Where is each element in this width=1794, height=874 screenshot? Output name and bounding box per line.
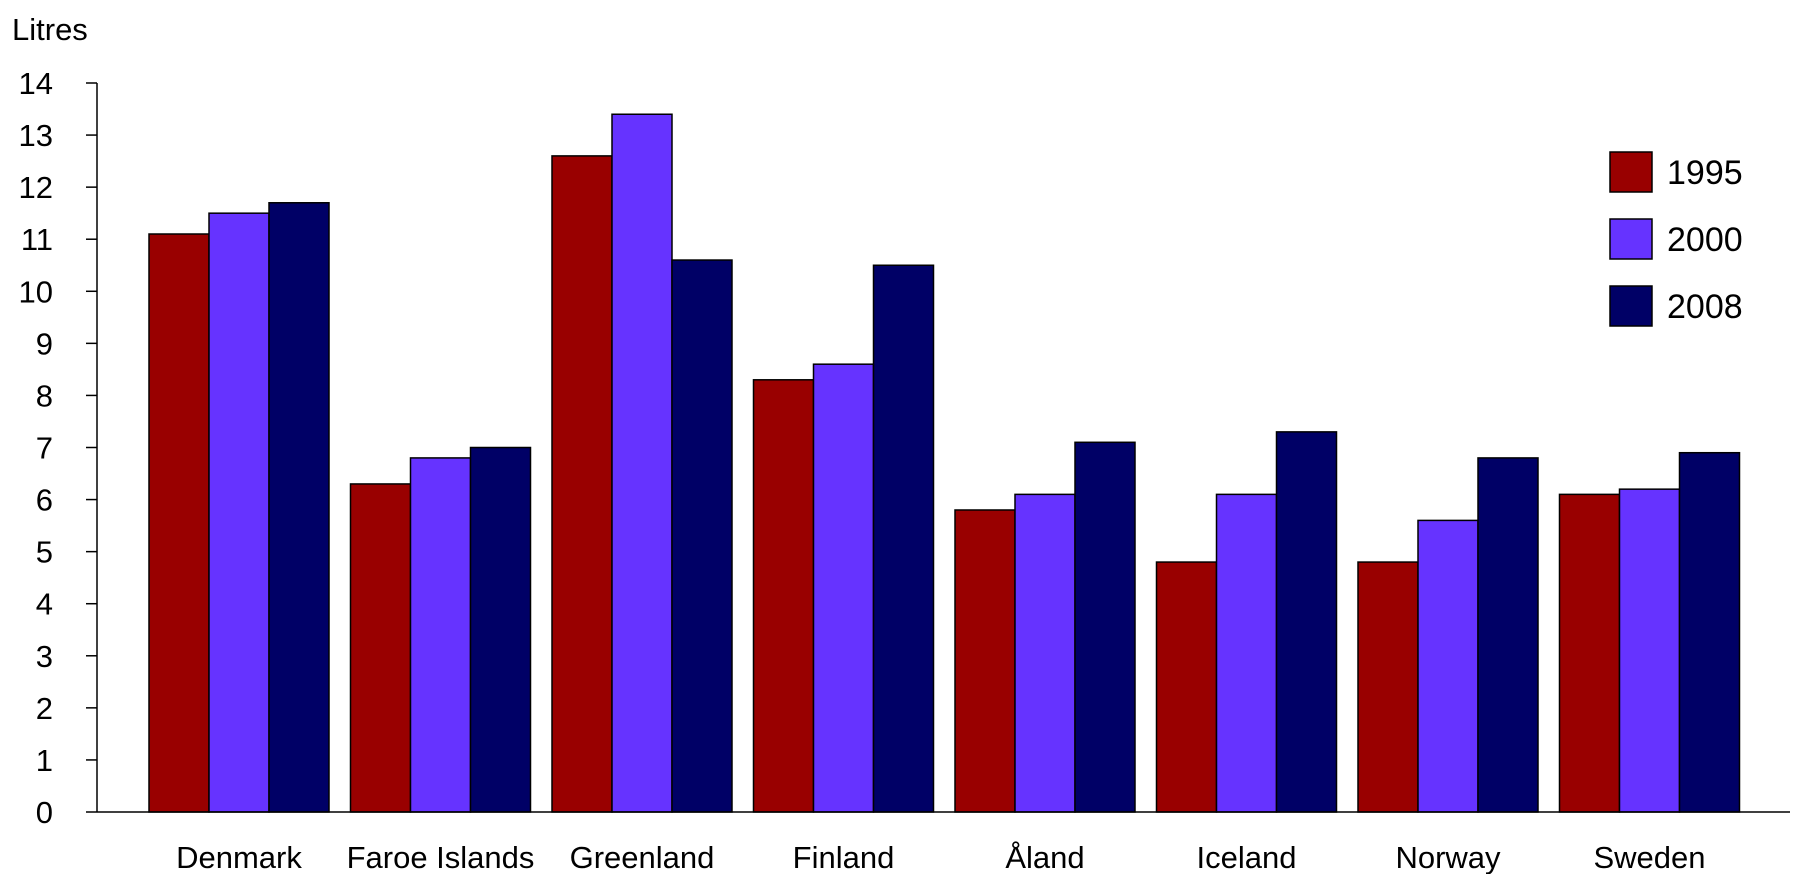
x-tick-label: Greenland: [570, 840, 715, 874]
y-axis-title: Litres: [12, 12, 88, 47]
x-tick-label: Åland: [1005, 840, 1084, 874]
y-tick-label: 10: [19, 274, 53, 309]
legend-label: 1995: [1667, 154, 1743, 192]
legend-label: 2000: [1667, 221, 1743, 259]
bar-2000-åland: [1014, 493, 1076, 813]
bar-2000-iceland: [1215, 493, 1278, 813]
bar-2000-norway: [1417, 519, 1479, 813]
bar-2008-åland: [1074, 441, 1136, 813]
bar-1995-iceland: [1155, 561, 1218, 813]
legend-label: 2008: [1667, 288, 1743, 326]
bar-2008-iceland: [1275, 431, 1338, 813]
x-tick-label: Sweden: [1593, 840, 1705, 874]
bar-1995-faroe-islands: [349, 483, 412, 813]
legend: 1995 2000 2008: [1609, 151, 1743, 327]
y-tick-label: 6: [36, 483, 53, 518]
bar-2000-denmark: [208, 212, 270, 813]
x-tick-label: Faroe Islands: [347, 840, 535, 874]
y-tick-label: 12: [19, 170, 53, 205]
bars: [148, 113, 1741, 813]
x-tick-label: Norway: [1395, 840, 1501, 874]
y-tick-label: 8: [36, 378, 53, 413]
legend-swatch: [1609, 151, 1653, 193]
bar-2008-faroe-islands: [469, 446, 532, 813]
y-tick-label: 1: [36, 743, 53, 778]
y-tick-label: 3: [36, 639, 53, 674]
bar-2008-greenland: [671, 259, 733, 813]
bar-2000-greenland: [611, 113, 673, 813]
bar-1995-greenland: [551, 155, 613, 813]
bar-1995-norway: [1357, 561, 1419, 813]
y-tick-label: 2: [36, 691, 53, 726]
legend-swatch: [1609, 285, 1653, 327]
legend-swatch: [1609, 218, 1653, 260]
x-tick-label: Iceland: [1197, 840, 1297, 874]
x-tick-label: Denmark: [176, 840, 302, 874]
x-axis: Denmark Faroe Islands Greenland Finland Ålan…: [97, 811, 1790, 874]
bar-2008-sweden: [1678, 451, 1741, 813]
bar-2008-finland: [872, 264, 935, 813]
y-tick-label: 13: [19, 118, 53, 153]
y-tick-label: 7: [36, 431, 53, 466]
bar-2008-denmark: [268, 202, 330, 813]
bar-2000-faroe-islands: [409, 457, 472, 813]
bar-1995-finland: [752, 379, 815, 813]
bar-2008-norway: [1477, 457, 1539, 813]
bar-2000-sweden: [1618, 488, 1681, 813]
bar-1995-åland: [954, 509, 1016, 813]
y-tick-label: 4: [36, 587, 53, 622]
y-tick-label: 11: [21, 222, 53, 257]
y-tick-label: 0: [36, 795, 53, 830]
bar-1995-denmark: [148, 233, 210, 813]
x-tick-label: Finland: [793, 840, 895, 874]
y-tick-label: 5: [36, 535, 53, 570]
y-tick-label: 14: [19, 66, 53, 101]
y-tick-label: 9: [36, 326, 53, 361]
bar-1995-sweden: [1558, 493, 1621, 813]
bar-2000-finland: [812, 363, 875, 813]
